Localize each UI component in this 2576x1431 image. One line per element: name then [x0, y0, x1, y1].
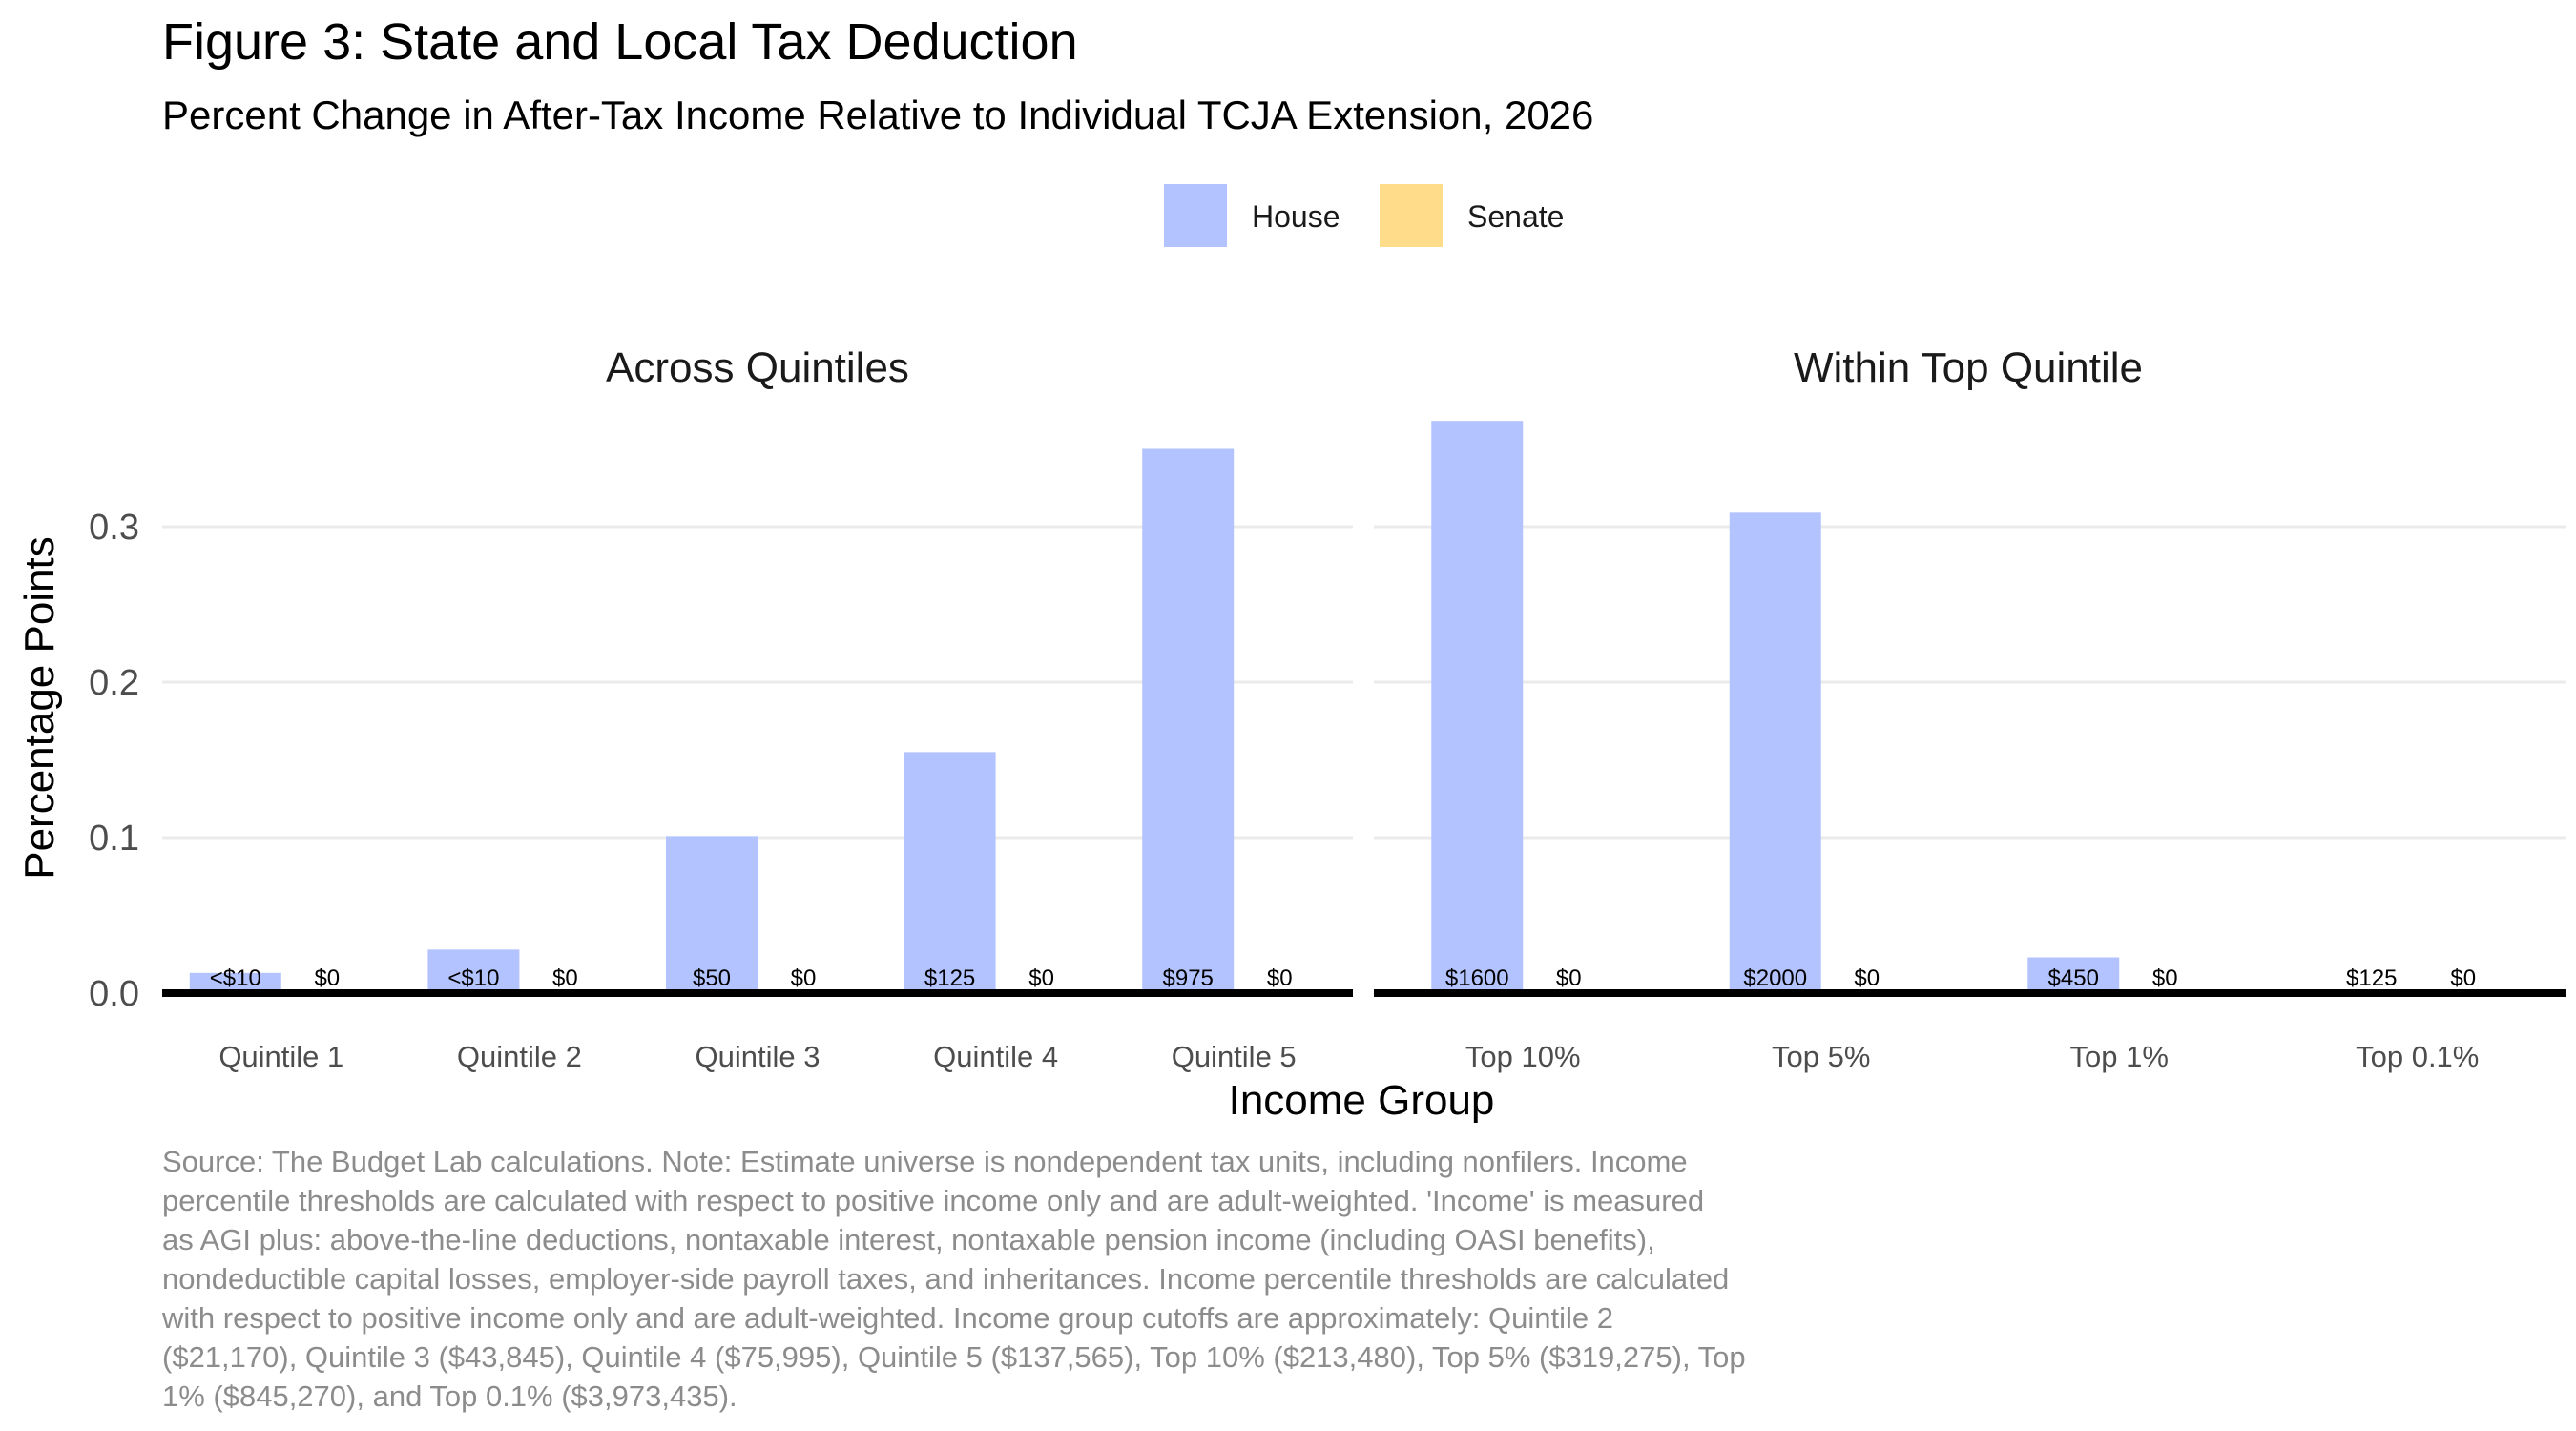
caption-line: ($21,170), Quintile 3 ($43,845), Quintil… [162, 1340, 1746, 1374]
bar-value-label: $0 [1028, 965, 1054, 991]
bar-value-label: $125 [2346, 965, 2397, 991]
x-tick-label: Top 5% [1772, 1040, 1870, 1073]
bar-value-label: <$10 [210, 965, 261, 991]
bar-value-label: $0 [1854, 965, 1880, 991]
x-tick-label: Quintile 1 [218, 1040, 343, 1073]
bar-house [1431, 421, 1524, 993]
x-tick-label: Quintile 5 [1172, 1040, 1297, 1073]
y-tick-label: 0.3 [89, 508, 139, 548]
caption-line: percentile thresholds are calculated wit… [162, 1184, 1704, 1217]
x-tick-label: Quintile 3 [696, 1040, 821, 1073]
caption-line: with respect to positive income only and… [161, 1301, 1613, 1335]
x-tick-label: Quintile 2 [457, 1040, 582, 1073]
bar-value-label: $450 [2048, 965, 2099, 991]
plot-area: 0.0 0.1 0.2 0.3 Across Quintiles <$10 $0 Quinti… [89, 344, 2566, 1073]
caption-line: as AGI plus: above-the-line deductions, … [162, 1223, 1655, 1256]
y-tick-label: 0.1 [89, 819, 139, 859]
caption-line: Source: The Budget Lab calculations. Not… [162, 1145, 1688, 1178]
bar-house [666, 836, 758, 993]
bar-value-label: <$10 [447, 965, 499, 991]
x-tick-label: Top 1% [2070, 1040, 2169, 1073]
y-tick-label: 0.2 [89, 663, 139, 703]
bar-value-label: $1600 [1445, 965, 1509, 991]
caption-line: nondeductible capital losses, employer-s… [162, 1262, 1729, 1296]
bar-value-label: $975 [1163, 965, 1214, 991]
y-axis-title: Percentage Points [16, 536, 63, 880]
bar-value-label: $50 [693, 965, 731, 991]
bar-value-label: $0 [314, 965, 340, 991]
x-axis-title: Income Group [1229, 1077, 1495, 1124]
legend-swatch-house [1164, 184, 1227, 247]
x-tick-label: Top 10% [1465, 1040, 1581, 1073]
caption-line: 1% ($845,270), and Top 0.1% ($3,973,435)… [162, 1379, 737, 1413]
bar-value-label: $0 [1267, 965, 1293, 991]
facet-title: Within Top Quintile [1794, 344, 2143, 391]
legend: House Senate [1164, 184, 1564, 247]
bar-house [2027, 957, 2120, 993]
x-tick-label: Top 0.1% [2356, 1040, 2479, 1073]
legend-label-senate: Senate [1467, 199, 1564, 234]
bar-house [1142, 448, 1235, 993]
bar-house [904, 752, 996, 993]
bar-house [1729, 512, 1821, 993]
bar-value-label: $0 [791, 965, 817, 991]
bar-value-label: $2000 [1743, 965, 1807, 991]
bar-house [427, 949, 520, 993]
facet-title: Across Quintiles [606, 344, 909, 391]
legend-label-house: House [1252, 199, 1340, 234]
bar-value-label: $0 [552, 965, 578, 991]
facet-panel-2: Within Top Quintile $1600 $0 Top 10% $2000 $0… [1374, 344, 2566, 1073]
facet-panel-1: Across Quintiles <$10 $0 Quintile 1 <$10 $0 Qu… [162, 344, 1353, 1073]
bar-house [189, 972, 281, 993]
x-tick-label: Quintile 4 [933, 1040, 1058, 1073]
bar-value-label: $0 [1556, 965, 1582, 991]
bar-value-label: $125 [924, 965, 975, 991]
legend-swatch-senate [1380, 184, 1443, 247]
y-tick-label: 0.0 [89, 974, 139, 1014]
bar-value-label: $0 [2450, 965, 2476, 991]
bar-value-label: $0 [2152, 965, 2178, 991]
chart-subtitle: Percent Change in After-Tax Income Relat… [162, 93, 1593, 137]
caption: Source: The Budget Lab calculations. Not… [161, 1145, 1746, 1413]
chart-title: Figure 3: State and Local Tax Deduction [162, 13, 1078, 71]
